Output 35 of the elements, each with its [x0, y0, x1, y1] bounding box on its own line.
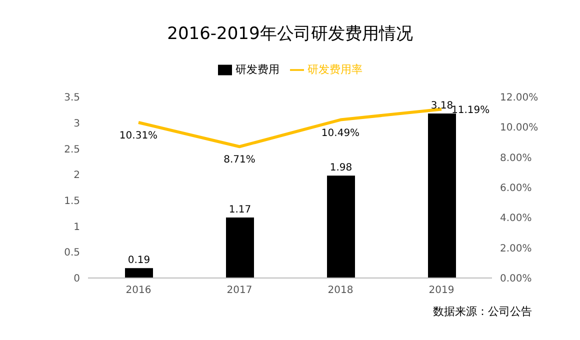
x-tick-label: 2018: [328, 285, 354, 296]
y2-tick-label: 2.00%: [500, 243, 532, 254]
y-tick-label: 1.5: [64, 196, 80, 207]
source-note: 数据来源：公司公告: [433, 304, 532, 319]
y2-tick-label: 6.00%: [500, 183, 532, 194]
y-tick-label: 2: [74, 170, 80, 182]
y-tick-label: 1: [74, 222, 80, 233]
data-label: 1.98: [330, 162, 352, 174]
data-label: 8.71%: [224, 154, 256, 166]
y-tick-label: 0.5: [64, 248, 80, 259]
data-label: 10.31%: [119, 130, 158, 142]
bar: [327, 176, 355, 278]
bar: [226, 217, 254, 278]
y2-tick-label: 8.00%: [500, 152, 532, 164]
y2-tick-label: 12.00%: [500, 92, 538, 104]
chart-title: 2016-2019年公司研发费用情况: [166, 23, 414, 46]
bar: [125, 268, 153, 278]
data-label: 1.17: [228, 204, 252, 216]
data-label: 11.19%: [452, 105, 490, 116]
legend-label: 研发费用: [236, 63, 280, 76]
x-tick-label: 2017: [226, 285, 252, 296]
x-tick-label: 2019: [428, 285, 454, 296]
y-tick-label: 0: [74, 274, 80, 285]
y-tick-label: 2.5: [64, 144, 80, 156]
data-label: 0.19: [128, 255, 150, 266]
data-label: 3.18: [430, 100, 454, 112]
y-tick-label: 3.5: [64, 92, 80, 104]
y2-tick-label: 0.00%: [500, 274, 532, 285]
y2-tick-label: 4.00%: [500, 213, 532, 224]
bar: [428, 114, 456, 278]
data-label: 10.49%: [321, 128, 360, 139]
x-tick-label: 2016: [126, 285, 152, 296]
y2-tick-label: 10.00%: [500, 122, 538, 134]
y-tick-label: 3: [74, 118, 80, 130]
legend-label: 研发费用率: [308, 63, 362, 76]
